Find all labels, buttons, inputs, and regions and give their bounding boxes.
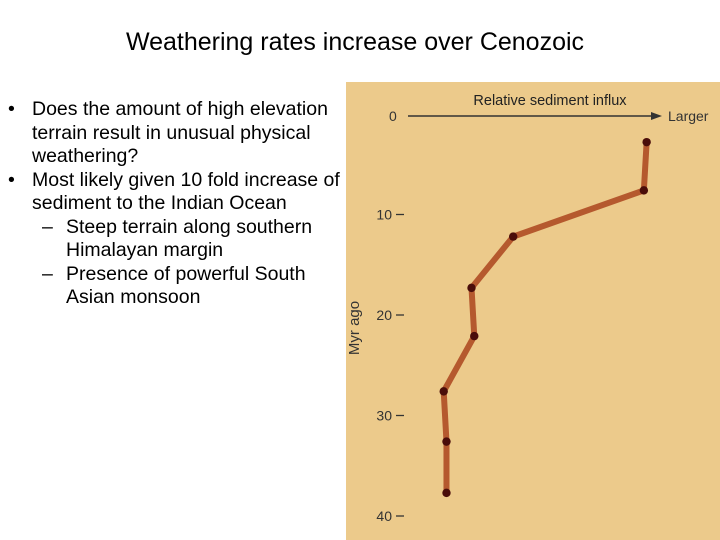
sub-bullet-item: Presence of powerful South Asian monsoon [8, 263, 344, 310]
data-point [470, 331, 479, 341]
chart-panel [346, 82, 720, 540]
x-axis-start-label: 0 [389, 108, 397, 124]
y-tick-label: 20 [376, 307, 392, 323]
x-axis-end-label: Larger [668, 108, 709, 124]
y-axis-label: Myr ago [346, 301, 363, 355]
chart-title: Relative sediment influx [473, 93, 627, 109]
sediment-influx-chart: Relative sediment influx 0 Larger Myr ag… [346, 82, 720, 540]
data-point [467, 283, 476, 293]
data-point [439, 387, 448, 396]
data-point [442, 488, 451, 498]
y-axis-ticks: 10 20 30 40 [376, 207, 404, 524]
series-line [440, 139, 650, 496]
bullet-item: Does the amount of high elevation terrai… [8, 98, 344, 169]
data-point [509, 232, 518, 241]
data-point [639, 186, 649, 195]
slide-title: Weathering rates increase over Cenozoic [125, 28, 585, 56]
y-tick-label: 10 [376, 207, 392, 223]
bullet-item: Most likely given 10 fold increase of se… [8, 169, 344, 216]
y-tick-label: 40 [376, 508, 392, 524]
sub-bullet-item: Steep terrain along southern Himalayan m… [8, 216, 344, 263]
data-point [642, 137, 651, 147]
bullet-list: Does the amount of high elevation terrai… [8, 98, 344, 310]
plot-area [439, 137, 651, 498]
x-axis-arrow-head [651, 112, 662, 120]
data-point [442, 437, 451, 446]
y-tick-label: 30 [376, 408, 392, 424]
